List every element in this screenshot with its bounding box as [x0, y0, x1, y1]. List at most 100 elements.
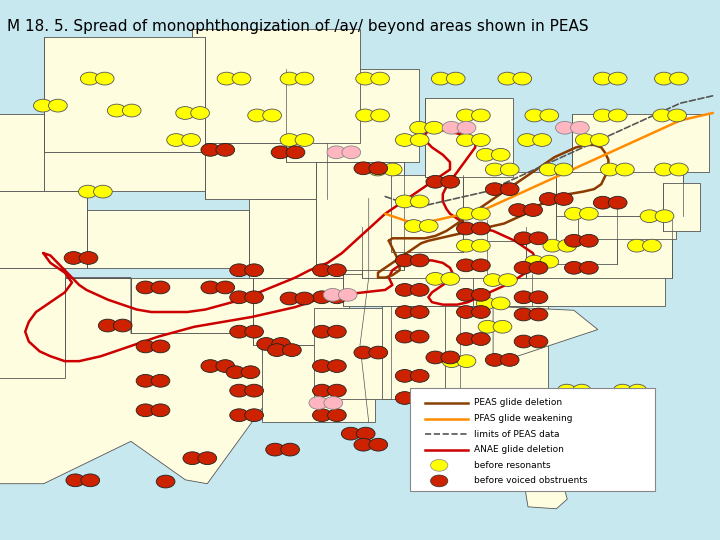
Circle shape [613, 384, 632, 397]
Circle shape [356, 109, 374, 122]
Polygon shape [487, 220, 672, 278]
Circle shape [410, 133, 429, 146]
Circle shape [245, 384, 264, 397]
Circle shape [167, 133, 186, 146]
Circle shape [216, 281, 235, 294]
Circle shape [572, 384, 591, 397]
Circle shape [230, 264, 248, 276]
Circle shape [640, 210, 659, 222]
Circle shape [557, 426, 576, 439]
Circle shape [514, 335, 533, 348]
Circle shape [457, 355, 476, 368]
Circle shape [564, 234, 583, 247]
Circle shape [81, 474, 99, 487]
Circle shape [426, 176, 445, 188]
Circle shape [107, 104, 126, 117]
Circle shape [245, 264, 264, 276]
Circle shape [309, 396, 328, 409]
Circle shape [575, 133, 594, 146]
Circle shape [280, 292, 299, 305]
Circle shape [136, 374, 155, 387]
Polygon shape [44, 37, 205, 152]
Circle shape [282, 343, 301, 356]
Circle shape [369, 163, 387, 176]
Polygon shape [343, 274, 532, 306]
Circle shape [328, 384, 346, 397]
Circle shape [529, 308, 548, 321]
Text: M 18. 5. Spread of monophthongization of /ay/ beyond areas shown in PEAS: M 18. 5. Spread of monophthongization of… [7, 19, 589, 34]
Circle shape [341, 427, 360, 440]
Circle shape [525, 255, 544, 268]
Circle shape [183, 452, 202, 464]
Circle shape [472, 239, 490, 252]
Polygon shape [44, 152, 233, 191]
Circle shape [478, 320, 497, 333]
Circle shape [523, 204, 542, 217]
Circle shape [540, 255, 559, 268]
Polygon shape [663, 183, 701, 231]
Circle shape [410, 284, 429, 296]
Circle shape [472, 333, 490, 346]
Circle shape [442, 122, 461, 134]
Polygon shape [0, 191, 87, 268]
Circle shape [426, 273, 445, 285]
Circle shape [216, 360, 235, 373]
Circle shape [514, 291, 533, 303]
Circle shape [328, 291, 346, 303]
Circle shape [241, 366, 260, 379]
Polygon shape [205, 143, 328, 199]
Circle shape [323, 288, 342, 301]
Circle shape [324, 396, 343, 409]
Circle shape [539, 193, 558, 205]
Circle shape [554, 193, 573, 205]
Polygon shape [578, 216, 676, 239]
Circle shape [201, 144, 220, 156]
Circle shape [369, 346, 387, 359]
Circle shape [136, 404, 155, 417]
Polygon shape [572, 114, 709, 172]
Polygon shape [474, 275, 665, 306]
Circle shape [295, 133, 314, 146]
Circle shape [281, 443, 300, 456]
Polygon shape [510, 199, 618, 264]
Text: PFAS glide weakening: PFAS glide weakening [474, 414, 572, 423]
Polygon shape [382, 306, 460, 399]
Circle shape [529, 291, 548, 303]
Circle shape [593, 109, 612, 122]
Polygon shape [262, 345, 375, 422]
Circle shape [477, 297, 495, 310]
Circle shape [572, 426, 591, 439]
Circle shape [181, 133, 200, 146]
Circle shape [405, 220, 423, 232]
Circle shape [491, 297, 510, 310]
Circle shape [456, 222, 475, 235]
Polygon shape [557, 166, 683, 216]
Circle shape [456, 239, 475, 252]
Circle shape [410, 369, 429, 382]
Circle shape [230, 291, 248, 303]
Circle shape [533, 133, 552, 146]
Circle shape [491, 148, 510, 161]
Circle shape [456, 259, 475, 272]
Circle shape [312, 264, 331, 276]
Circle shape [198, 452, 217, 464]
Circle shape [395, 133, 414, 146]
Circle shape [383, 163, 402, 176]
Circle shape [653, 109, 672, 122]
Circle shape [667, 109, 686, 122]
Circle shape [628, 239, 647, 252]
Circle shape [456, 133, 475, 146]
Circle shape [540, 109, 559, 122]
Circle shape [670, 72, 688, 85]
Polygon shape [0, 114, 44, 191]
FancyBboxPatch shape [410, 388, 655, 491]
Circle shape [557, 384, 576, 397]
Circle shape [201, 281, 220, 294]
Circle shape [151, 404, 170, 417]
Circle shape [113, 319, 132, 332]
Circle shape [543, 239, 562, 252]
Circle shape [431, 72, 450, 85]
Circle shape [295, 292, 314, 305]
Circle shape [295, 72, 314, 85]
Polygon shape [316, 162, 404, 270]
